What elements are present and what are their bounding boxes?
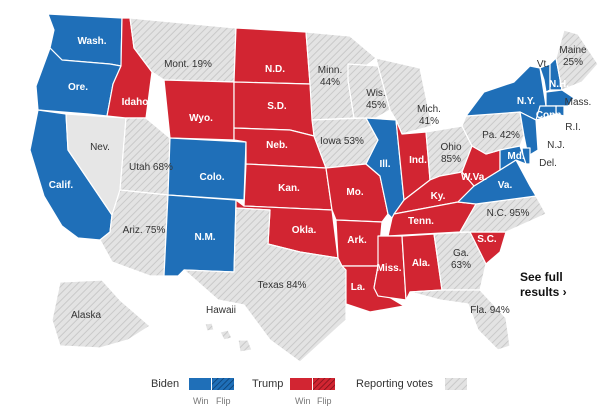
label-tenn: Tenn. xyxy=(408,216,434,227)
label-ill: Ill. xyxy=(379,159,390,170)
label-ala: Ala. xyxy=(412,258,431,269)
label-minn-2: 44% xyxy=(320,77,340,88)
label-miss: Miss. xyxy=(376,263,401,274)
state-nd[interactable] xyxy=(233,27,311,85)
label-mont: Mont. 19% xyxy=(164,59,212,70)
legend-biden-win: Win xyxy=(193,396,209,406)
label-okla: Okla. xyxy=(292,225,317,236)
legend-trump-win-swatch xyxy=(290,378,312,390)
label-mich-1: Mich. xyxy=(417,104,441,115)
label-nh: N.H. xyxy=(549,79,569,90)
label-ri: R.I. xyxy=(565,122,581,133)
label-ga-1: Ga. xyxy=(453,248,469,259)
label-md: Md. xyxy=(507,151,524,162)
legend-biden-flip: Flip xyxy=(216,396,231,406)
label-fla: Fla. 94% xyxy=(470,305,510,316)
label-texas: Texas 84% xyxy=(258,280,307,291)
label-nd: N.D. xyxy=(265,64,285,75)
label-wyo: Wyo. xyxy=(189,113,213,124)
state-texas[interactable] xyxy=(183,207,347,363)
see-full-results-link[interactable]: See full results › xyxy=(520,270,567,300)
state-fla[interactable] xyxy=(409,289,511,351)
label-ky: Ky. xyxy=(431,191,446,202)
label-vt: Vt. xyxy=(537,59,549,70)
legend-biden-win-swatch xyxy=(189,378,211,390)
label-kan: Kan. xyxy=(278,183,300,194)
label-ohio-1: Ohio xyxy=(440,142,462,153)
label-ohio-2: 85% xyxy=(441,154,461,165)
legend-reporting-label: Reporting votes xyxy=(356,378,434,390)
state-hawaii-1[interactable] xyxy=(204,322,215,332)
label-hawaii: Hawaii xyxy=(206,305,236,316)
label-ga-2: 63% xyxy=(451,260,471,271)
legend-biden-label: Biden xyxy=(151,378,180,390)
label-conn: Conn. xyxy=(536,110,565,121)
label-alaska: Alaska xyxy=(71,310,101,321)
label-ark: Ark. xyxy=(347,235,367,246)
legend-biden-flip-swatch xyxy=(212,378,234,390)
label-sd: S.D. xyxy=(267,101,287,112)
label-ny: N.Y. xyxy=(517,96,536,107)
label-wva: W.Va. xyxy=(461,172,487,183)
legend-reporting-swatch xyxy=(445,378,467,390)
legend: Biden Win Flip Trump Win Flip Reporting … xyxy=(145,376,475,409)
see-full-line-1: See full xyxy=(520,270,563,284)
label-ore: Ore. xyxy=(68,82,88,93)
see-full-line-2: results › xyxy=(520,285,567,299)
label-pa: Pa. 42% xyxy=(482,130,520,141)
state-mass[interactable] xyxy=(545,89,575,107)
label-del: Del. xyxy=(539,158,557,169)
state-alaska[interactable] xyxy=(51,279,151,349)
label-ind: Ind. xyxy=(409,155,427,166)
label-maine-1: Maine xyxy=(559,45,587,56)
state-conn[interactable] xyxy=(535,105,557,121)
label-nev: Nev. xyxy=(90,142,110,153)
label-sc: S.C. xyxy=(477,234,497,245)
label-neb: Neb. xyxy=(266,140,288,151)
label-calif: Calif. xyxy=(49,180,74,191)
label-la: La. xyxy=(351,282,366,293)
legend-trump-flip: Flip xyxy=(317,396,332,406)
label-iowa: Iowa 53% xyxy=(320,136,364,147)
legend-trump-win: Win xyxy=(295,396,311,406)
state-wyo[interactable] xyxy=(163,79,235,141)
state-utah[interactable] xyxy=(119,117,171,196)
state-ny[interactable] xyxy=(465,65,547,121)
state-hawaii-2[interactable] xyxy=(219,329,233,341)
state-vt[interactable] xyxy=(539,63,551,93)
state-md[interactable] xyxy=(499,145,527,171)
label-wis-2: 45% xyxy=(366,100,386,111)
legend-trump-label: Trump xyxy=(252,378,284,390)
label-mo: Mo. xyxy=(346,187,363,198)
label-va: Va. xyxy=(498,180,513,191)
label-utah: Utah 68% xyxy=(129,162,173,173)
label-wis-1: Wis. xyxy=(366,88,385,99)
label-maine-2: 25% xyxy=(563,57,583,68)
legend-trump-flip-swatch xyxy=(313,378,335,390)
state-colo[interactable] xyxy=(167,137,247,201)
label-mich-2: 41% xyxy=(419,116,439,127)
label-colo: Colo. xyxy=(200,172,225,183)
label-nj: N.J. xyxy=(547,140,565,151)
state-nj[interactable] xyxy=(519,111,539,157)
label-idaho: Idaho xyxy=(122,97,149,108)
label-mass: Mass. xyxy=(565,97,592,108)
label-nc: N.C. 95% xyxy=(487,208,530,219)
label-ariz: Ariz. 75% xyxy=(123,225,166,236)
label-minn-1: Minn. xyxy=(318,65,342,76)
label-wash: Wash. xyxy=(77,36,106,47)
label-nm: N.M. xyxy=(194,232,215,243)
state-hawaii-3[interactable] xyxy=(237,339,253,353)
